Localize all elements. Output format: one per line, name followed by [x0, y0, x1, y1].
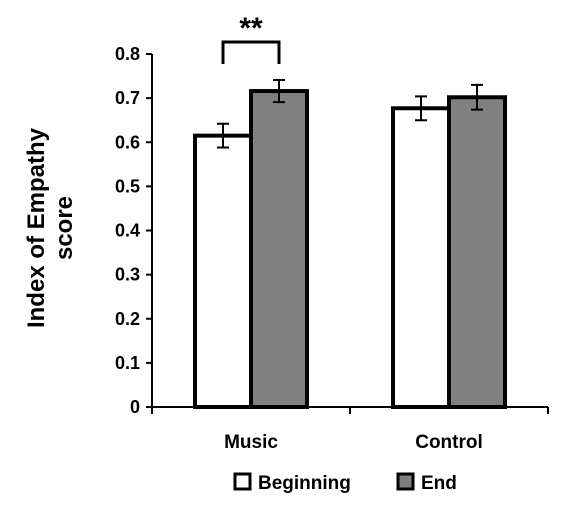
error-bar-control-end [471, 83, 483, 111]
y-axis-label: Index of Empathy score [23, 127, 78, 328]
bar-music-end [249, 89, 309, 409]
y-tick-label: 0.6 [115, 132, 140, 152]
bar-control-beginning [391, 106, 451, 410]
y-tick-label: 0.3 [115, 265, 140, 285]
bars [193, 89, 507, 410]
y-axis-label-line-2: score [51, 196, 78, 260]
legend-swatch-end [396, 472, 415, 491]
error-bars [217, 79, 483, 149]
legend-swatch-beginning [233, 472, 252, 491]
significance-annotation: ** [221, 12, 281, 64]
y-tick-label: 0.5 [115, 176, 140, 196]
y-tick-label: 0 [130, 397, 140, 417]
legend-label-end: End [421, 473, 457, 494]
legend: Beginning End [233, 472, 457, 494]
y-axis-label-line-1: Index of Empathy [23, 127, 50, 328]
category-label-music: Music [224, 432, 278, 453]
bar-music-beginning [193, 133, 253, 409]
bar-control-end [447, 95, 507, 410]
y-tick-label: 0.1 [115, 353, 140, 373]
legend-label-beginning: Beginning [258, 473, 351, 494]
category-labels: Music Control [224, 432, 483, 453]
y-tick-label: 0.2 [115, 309, 140, 329]
y-tick-label: 0.7 [115, 88, 140, 108]
y-tick-label: 0.8 [115, 44, 140, 64]
significance-stars: ** [239, 12, 263, 45]
y-axis: 0 0.1 0.2 0.3 0.4 0.5 0.6 0.7 0.8 [115, 44, 153, 417]
y-tick-label: 0.4 [115, 221, 140, 241]
error-bar-music-end [273, 79, 285, 104]
category-label-control: Control [415, 432, 483, 453]
error-bar-control-beginning [415, 95, 427, 122]
error-bar-music-beginning [217, 122, 229, 149]
significance-bracket [221, 40, 281, 64]
